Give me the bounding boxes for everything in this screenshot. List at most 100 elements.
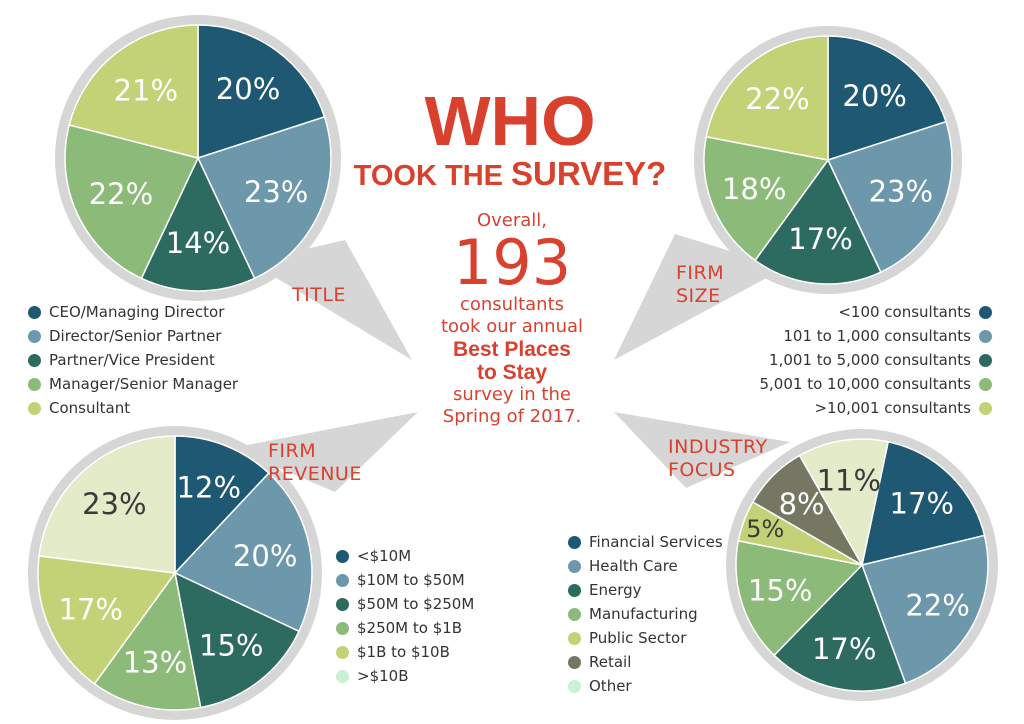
legend-item-gt-10b: >$10B (336, 664, 474, 688)
legend-item-financial-services: Financial Services (568, 530, 723, 554)
legend-swatch (28, 353, 41, 367)
pie-label-5001-10000: 18% (722, 172, 786, 206)
bubble-tail-title (250, 240, 412, 360)
pie-label-consultant: 21% (114, 74, 178, 108)
pie-label-50m-250m: 15% (199, 629, 263, 663)
pie-label-250m-1b: 13% (123, 646, 187, 680)
legend-swatch (336, 549, 349, 563)
legend-label: 1,001 to 5,000 consultants (769, 351, 971, 369)
legend-label: Other (589, 677, 632, 695)
chart-title-line: FIRM (268, 440, 317, 462)
legend-item-other: Other (568, 674, 723, 698)
legend-label: Energy (589, 581, 642, 599)
pie-label-health-care: 22% (905, 588, 969, 622)
pie-slice-ceo (197, 24, 326, 160)
pie-label-lt-10m: 12% (177, 471, 241, 505)
pie-label-director: 23% (244, 175, 308, 209)
pie-slice-energy (773, 563, 907, 692)
speech-bubble-tails (232, 234, 790, 492)
headline-subtitle-emphasis: SURVEY? (511, 155, 667, 192)
legend-label: Public Sector (589, 629, 687, 647)
headline-title: WHO (424, 82, 596, 160)
pie-slice-consultant (68, 24, 199, 159)
summary-line-3: survey in the (453, 384, 571, 405)
legend-label: 101 to 1,000 consultants (783, 327, 971, 345)
legend-label: Manager/Senior Manager (49, 375, 239, 393)
chart-title-industry-focus: INDUSTRY FOCUS (668, 436, 768, 482)
legend-label: $50M to $250M (357, 595, 475, 613)
survey-name-line-1: Best Places (453, 338, 571, 361)
pie-slice-lt-10m (174, 435, 270, 575)
legend-item-director: Director/Senior Partner (28, 324, 238, 348)
legend-swatch (568, 631, 581, 645)
legend-swatch (979, 305, 992, 319)
pie-label-financial-services: 17% (890, 487, 954, 521)
pie-label-gt-10b: 23% (82, 487, 146, 521)
legend-item-1b-10b: $1B to $10B (336, 640, 474, 664)
legend-swatch (568, 607, 581, 621)
pie-slice-5001-10000 (703, 135, 830, 262)
pie-label-public-sector: 5% (746, 515, 784, 543)
legend-label: Retail (589, 653, 632, 671)
legend-swatch (568, 535, 581, 549)
pie-firm-revenue: 12% 20% 15% 13%17% 23% (28, 426, 322, 720)
pie-slice-other (798, 438, 890, 568)
legend-swatch (979, 401, 992, 415)
chart-title-title: TITLE (292, 284, 346, 306)
legend-item-lt-10m: <$10M (336, 544, 474, 568)
chart-title-firm-size: FIRM SIZE (676, 262, 724, 308)
pie-industry-focus: 17%22%17%15%5%8%11% (726, 429, 998, 701)
legend-label: <$10M (357, 547, 412, 565)
chart-title-line: SIZE (676, 285, 721, 307)
pie-firm-size: 20% 23% 17%18% 22% (694, 26, 962, 294)
legend-swatch (336, 645, 349, 659)
legend-label: >$10B (357, 667, 409, 685)
summary-lead: Overall, (476, 210, 548, 231)
pie-slice-health-care (861, 534, 989, 685)
pie-label-10m-50m: 20% (233, 539, 297, 573)
pie-label-101-1000: 23% (869, 175, 933, 209)
legend-label: $250M to $1B (357, 619, 463, 637)
legend-swatch (979, 329, 992, 343)
legend-label: Partner/Vice President (49, 351, 215, 369)
headline: WHO TOOK THE SURVEY? (340, 84, 680, 192)
chart-title-line: FOCUS (668, 459, 736, 481)
bubble-tail-firm-revenue (232, 412, 418, 492)
survey-summary: Overall, 193 consultants took our annual… (420, 210, 604, 428)
legend-swatch (336, 669, 349, 683)
chart-title-line: REVENUE (268, 463, 362, 485)
summary-line-1: consultants (459, 294, 565, 315)
pie-label-manager: 22% (89, 177, 153, 211)
legend-item-10m-50m: $10M to $50M (336, 568, 474, 592)
legend-title: CEO/Managing Director Director/Senior Par… (28, 300, 238, 420)
pie-slice-1b-10b (37, 554, 177, 685)
legend-label: >10,001 consultants (814, 399, 971, 417)
legend-label: Financial Services (589, 533, 723, 551)
legend-item-retail: Retail (568, 650, 723, 674)
legend-label: CEO/Managing Director (49, 303, 225, 321)
legend-item-energy: Energy (568, 578, 723, 602)
legend-swatch (568, 583, 581, 597)
legend-swatch (979, 377, 992, 391)
legend-swatch (568, 559, 581, 573)
pie-slice-manager (64, 124, 200, 280)
pie-slice-financial-services (861, 440, 986, 567)
pie-slice-101-1000 (826, 120, 953, 274)
respondent-count: 193 (452, 226, 572, 299)
bubble-tail-firm-size (614, 234, 785, 360)
pie-slice-gt-10b (38, 435, 176, 574)
legend-swatch (336, 597, 349, 611)
legend-label: <100 consultants (838, 303, 971, 321)
pie-label-retail: 8% (779, 487, 825, 521)
pie-slice-lt-100 (827, 35, 947, 162)
chart-title-firm-revenue: FIRM REVENUE (268, 440, 362, 486)
legend-label: $10M to $50M (357, 571, 465, 589)
pie-label-manufacturing: 15% (748, 574, 812, 608)
legend-swatch (568, 655, 581, 669)
pie-label-1b-10b: 17% (59, 592, 123, 626)
legend-firm-revenue: <$10M $10M to $50M $50M to $250M $250M to $… (336, 544, 474, 688)
pie-slice-partner (140, 156, 256, 292)
legend-label: Director/Senior Partner (49, 327, 222, 345)
headline-subtitle: TOOK THE SURVEY? (340, 155, 680, 192)
